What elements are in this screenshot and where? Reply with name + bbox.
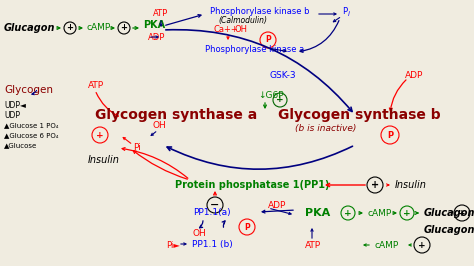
Text: ▲Glucose 1 PO₄: ▲Glucose 1 PO₄ bbox=[4, 122, 58, 128]
Text: ATP: ATP bbox=[153, 10, 168, 19]
Text: +: + bbox=[120, 23, 128, 32]
Text: Glucagon: Glucagon bbox=[4, 23, 55, 33]
Text: Insulin: Insulin bbox=[88, 155, 120, 165]
Text: +: + bbox=[403, 209, 411, 218]
Text: P: P bbox=[342, 7, 347, 16]
Text: cAMP: cAMP bbox=[375, 240, 399, 250]
Text: +: + bbox=[344, 209, 352, 218]
Text: Glucagon: Glucagon bbox=[424, 208, 474, 218]
Text: OH: OH bbox=[235, 26, 248, 35]
Text: OH: OH bbox=[153, 120, 167, 130]
Text: PP1.1(a): PP1.1(a) bbox=[193, 209, 231, 218]
Text: ATP: ATP bbox=[88, 81, 104, 89]
Text: cAMP: cAMP bbox=[87, 23, 111, 32]
Text: PKA: PKA bbox=[305, 208, 330, 218]
Text: ADP: ADP bbox=[148, 34, 165, 43]
Text: UDP◄: UDP◄ bbox=[4, 101, 26, 110]
Text: PKA: PKA bbox=[143, 20, 165, 30]
Text: ADP: ADP bbox=[405, 70, 423, 80]
Text: ▲Glucose: ▲Glucose bbox=[4, 142, 37, 148]
Text: Pi►: Pi► bbox=[166, 240, 180, 250]
Text: ↓G6P: ↓G6P bbox=[258, 90, 283, 99]
Text: Pi: Pi bbox=[133, 143, 141, 152]
Text: P: P bbox=[387, 131, 393, 139]
Text: i: i bbox=[348, 11, 350, 17]
Text: Glycogen synthase a: Glycogen synthase a bbox=[95, 108, 257, 122]
Text: P: P bbox=[244, 222, 250, 231]
Text: Insulin: Insulin bbox=[395, 180, 427, 190]
Text: Glucagon: Glucagon bbox=[424, 225, 474, 235]
Text: −: − bbox=[210, 200, 219, 210]
Text: UDP: UDP bbox=[4, 110, 20, 119]
Text: Glycogen: Glycogen bbox=[4, 85, 53, 95]
Text: +: + bbox=[418, 240, 426, 250]
Text: Phosphorylase kinase b: Phosphorylase kinase b bbox=[210, 7, 310, 16]
Text: +: + bbox=[276, 95, 284, 105]
Text: GSK-3: GSK-3 bbox=[270, 70, 297, 80]
Text: ▲Glucose 6 PO₄: ▲Glucose 6 PO₄ bbox=[4, 132, 58, 138]
Text: Phosphorylase kinase a: Phosphorylase kinase a bbox=[205, 45, 304, 55]
Text: ADP: ADP bbox=[268, 201, 286, 210]
Text: P: P bbox=[265, 35, 271, 44]
Text: OH: OH bbox=[193, 230, 207, 239]
Text: ATP: ATP bbox=[305, 240, 321, 250]
Text: +: + bbox=[458, 209, 466, 218]
Text: Ca++: Ca++ bbox=[214, 26, 239, 35]
Text: +: + bbox=[66, 23, 73, 32]
Text: +: + bbox=[371, 180, 379, 190]
Text: Protein phosphatase 1(PP1): Protein phosphatase 1(PP1) bbox=[175, 180, 329, 190]
Text: cAMP: cAMP bbox=[368, 209, 392, 218]
Text: PP1.1 (b): PP1.1 (b) bbox=[192, 240, 233, 250]
Text: +: + bbox=[96, 131, 104, 139]
Text: (b is inactive): (b is inactive) bbox=[295, 123, 356, 132]
Text: (Calmodulin): (Calmodulin) bbox=[218, 16, 267, 26]
Text: Glycogen synthase b: Glycogen synthase b bbox=[278, 108, 441, 122]
